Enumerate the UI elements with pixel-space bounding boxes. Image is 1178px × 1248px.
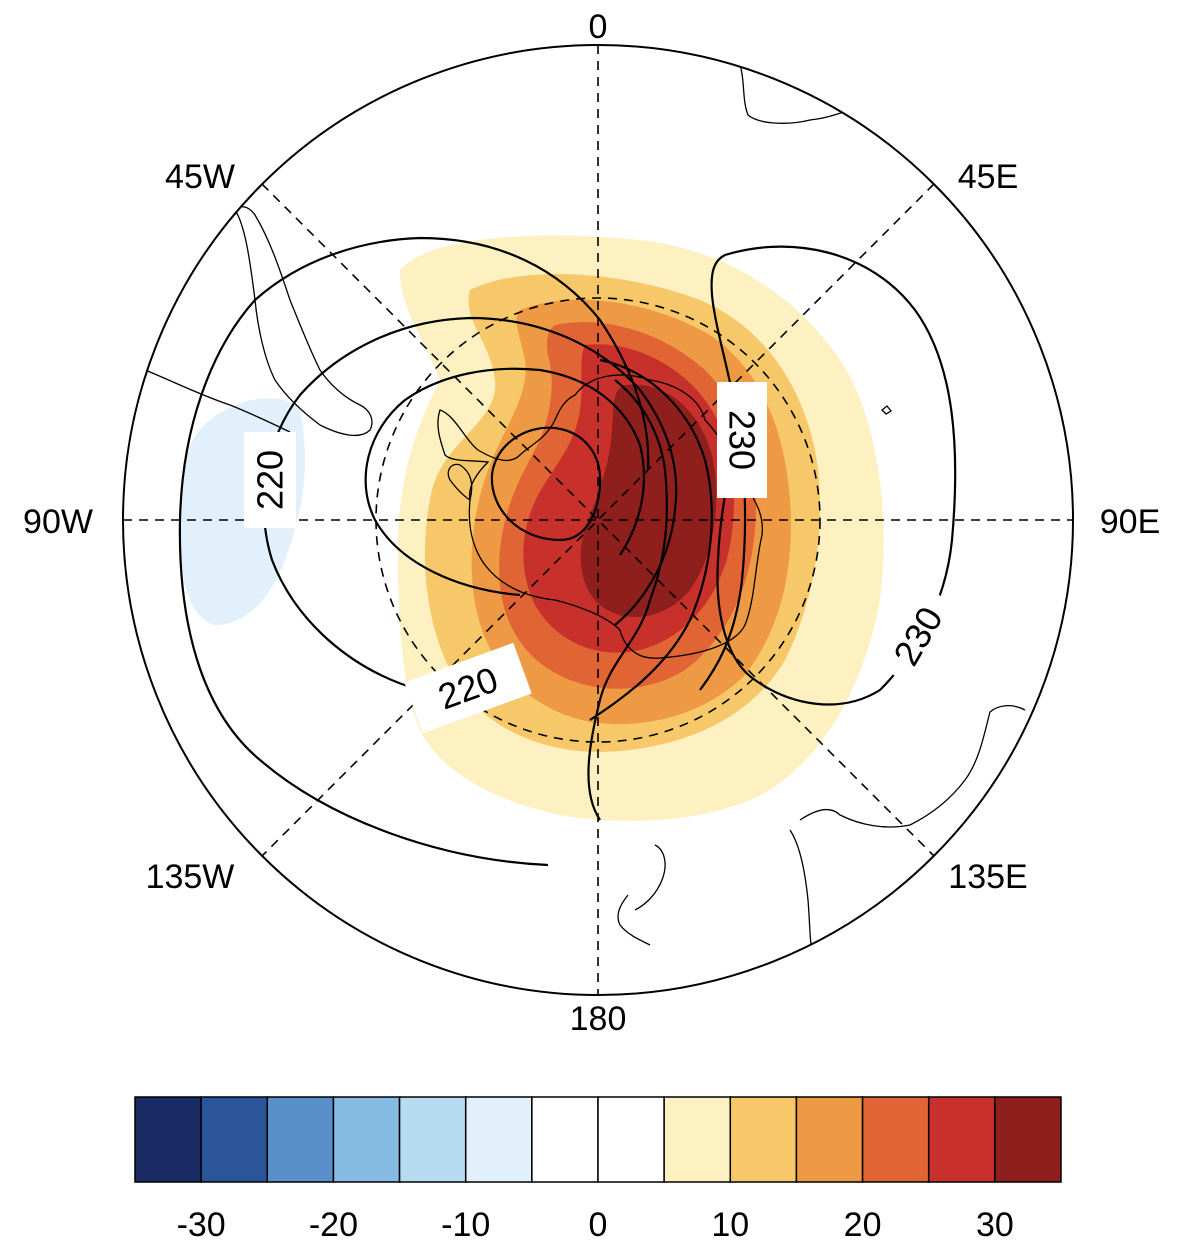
colorbar-tick-label: -10 [441, 1206, 490, 1243]
colorbar-swatch [531, 1096, 599, 1183]
colorbar-swatch [332, 1096, 401, 1183]
contour-inner-ring [490, 426, 602, 542]
coastline-new-zealand-north [634, 844, 666, 911]
contour-label-1: 220 [244, 432, 296, 528]
colorbar-tick-label: -30 [177, 1206, 226, 1243]
contour-label-text-1: 220 [250, 450, 291, 510]
longitude-labels: 0 45E 90E 135E 180 135W 90W 45W [23, 8, 1160, 1038]
contour-220-a [262, 316, 678, 692]
lon-label-135e: 135E [948, 858, 1027, 896]
colorbar-swatch [464, 1096, 533, 1183]
lon-label-45e: 45E [958, 158, 1019, 196]
graticule [123, 45, 1073, 995]
contour-220-b [364, 367, 646, 597]
colorbar-swatch [597, 1096, 665, 1183]
colorbar-tick-label: 20 [844, 1206, 882, 1243]
map-boundary [122, 44, 1074, 996]
contour-230-a [589, 358, 713, 721]
lon-label-0: 0 [589, 8, 608, 46]
lon-label-90w: 90W [23, 503, 93, 541]
colorbar-swatch [795, 1096, 864, 1183]
coastline-new-zealand-south [617, 894, 651, 946]
contour-east-a [587, 379, 668, 821]
anomaly-shading [178, 235, 884, 821]
contour-label-4: 230 [874, 584, 962, 688]
colorbar-swatch [200, 1096, 269, 1183]
coastline-africa [739, 64, 861, 124]
coastline-australia-south [789, 829, 813, 951]
colorbar-swatch [927, 1096, 996, 1183]
colorbar-tick-label: 30 [976, 1206, 1014, 1243]
meridian-45e-135w [261, 183, 935, 857]
colorbar-swatch [266, 1096, 335, 1183]
coastline-antarctic-peninsula [447, 463, 473, 501]
colorbar-tick-label: 0 [589, 1206, 608, 1243]
colorbar-tick-labels: -30 -20 -10 0 10 20 30 [177, 1206, 1014, 1244]
colorbar-swatch [729, 1096, 798, 1183]
lon-label-180: 180 [570, 1000, 627, 1038]
lon-label-90e: 90E [1100, 503, 1161, 541]
lon-label-135w: 135W [146, 858, 235, 896]
latitude-circle [375, 297, 821, 743]
colorbar-swatch [398, 1096, 467, 1183]
contour-outer-west [178, 236, 650, 867]
meridian-45w-135e [261, 183, 935, 857]
coastline-australia [799, 705, 1026, 828]
colorbar-swatch [861, 1096, 930, 1183]
colorbar-tick-label: -20 [309, 1206, 358, 1243]
coastline-south-america-west [144, 369, 291, 433]
contour-label-2: 220 [404, 642, 532, 734]
contour-label-text-3: 230 [722, 410, 763, 470]
contour-label-3: 230 [717, 382, 767, 498]
colorbar [134, 1096, 1062, 1183]
colorbar-swatch [134, 1096, 202, 1183]
lon-label-45w: 45W [165, 158, 235, 196]
shade-level-6 [580, 384, 717, 617]
colorbar-swatch [663, 1096, 732, 1183]
coastline-kerguelen [881, 405, 892, 415]
colorbar-tick-label: 10 [711, 1206, 749, 1243]
colorbar-swatch [994, 1096, 1062, 1183]
coastline-south-america [234, 206, 373, 437]
